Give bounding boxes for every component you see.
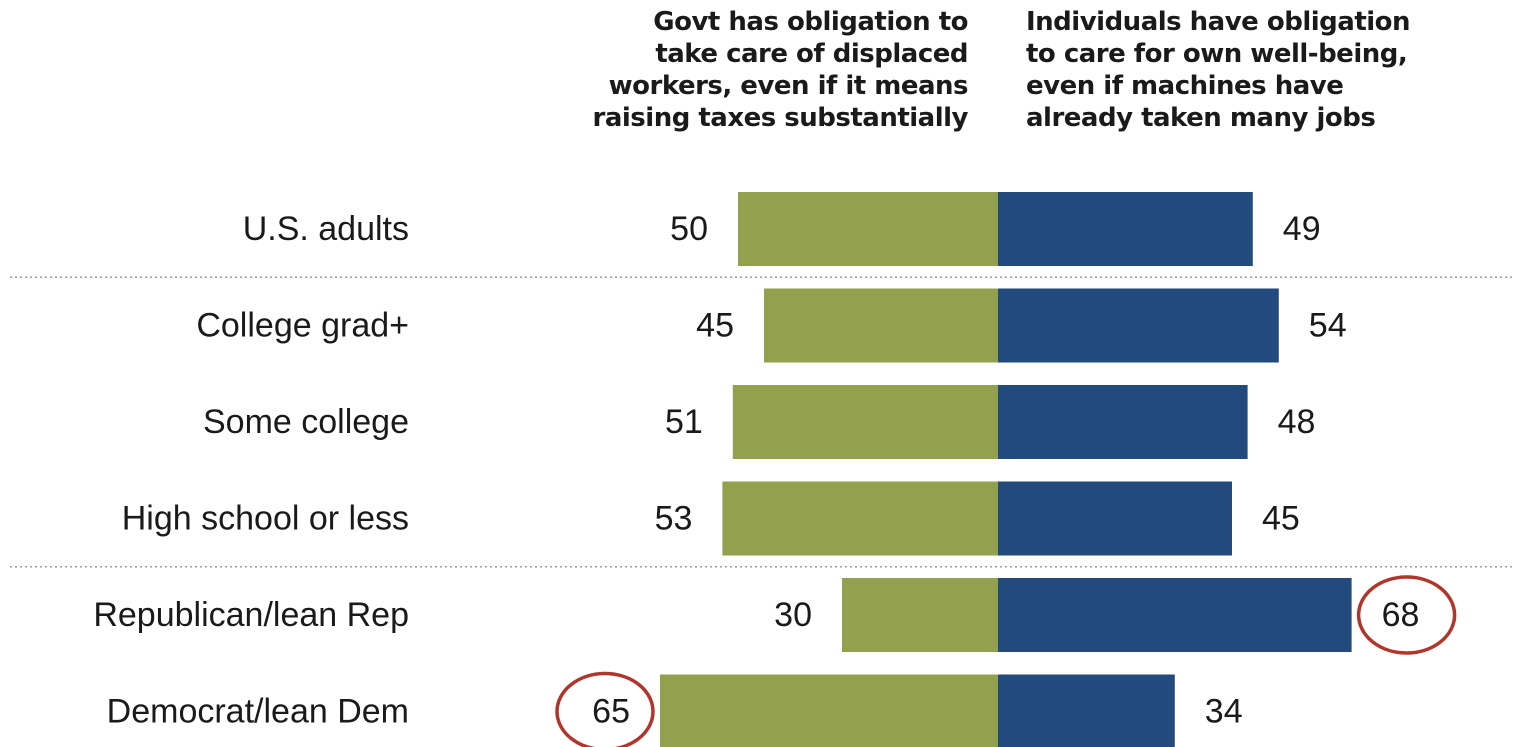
bar-left-u-s-adults [738, 192, 998, 266]
value-label-right-high-school-or-less: 45 [1262, 500, 1300, 538]
left-header-line: workers, even if it means [608, 71, 969, 101]
bar-left-republican-lean-rep [842, 578, 998, 652]
value-label-right-some-college: 48 [1278, 403, 1316, 441]
bar-right-democrat-lean-dem [998, 674, 1175, 747]
value-label-left-democrat-lean-dem: 65 [592, 693, 630, 731]
left-header-line: Govt has obligation to [653, 7, 968, 37]
value-label-left-college-grad: 45 [696, 307, 734, 345]
value-label-left-some-college: 51 [665, 403, 703, 441]
left-header-line: raising taxes substantially [592, 103, 969, 133]
category-label-u-s-adults: U.S. adults [243, 210, 409, 248]
category-label-republican-lean-rep: Republican/lean Rep [93, 596, 409, 634]
bar-left-college-grad [764, 288, 998, 363]
value-label-left-republican-lean-rep: 30 [774, 596, 812, 634]
right-header-line: even if machines have [1026, 71, 1344, 101]
value-label-left-high-school-or-less: 53 [655, 500, 693, 538]
bar-right-some-college [998, 385, 1248, 459]
category-label-democrat-lean-dem: Democrat/lean Dem [107, 693, 409, 731]
right-series-header: Individuals have obligation to care for … [1026, 6, 1411, 134]
category-label-college-grad: College grad+ [196, 307, 409, 345]
value-label-left-u-s-adults: 50 [670, 210, 708, 248]
bar-right-u-s-adults [998, 192, 1253, 266]
right-header-line: Individuals have obligation [1026, 7, 1411, 37]
right-header-line: to care for own well-being, [1026, 39, 1408, 69]
bar-left-democrat-lean-dem [660, 674, 998, 747]
category-label-some-college: Some college [203, 403, 409, 441]
bar-right-republican-lean-rep [998, 578, 1352, 652]
left-series-header: Govt has obligation to take care of disp… [592, 6, 969, 134]
right-header-line: already taken many jobs [1026, 103, 1376, 133]
highlight-circle-right-republican-lean-rep [1356, 575, 1457, 655]
bar-right-high-school-or-less [998, 481, 1232, 556]
bar-right-college-grad [998, 288, 1279, 363]
bar-left-high-school-or-less [722, 481, 998, 556]
value-label-right-college-grad: 54 [1309, 307, 1347, 345]
bar-left-some-college [732, 385, 998, 459]
value-label-right-republican-lean-rep: 68 [1382, 596, 1420, 634]
value-label-right-democrat-lean-dem: 34 [1205, 693, 1243, 731]
left-header-line: take care of displaced [655, 39, 968, 69]
value-label-right-u-s-adults: 49 [1283, 210, 1321, 248]
highlight-circle-left-democrat-lean-dem [555, 671, 655, 747]
category-label-high-school-or-less: High school or less [122, 500, 409, 538]
